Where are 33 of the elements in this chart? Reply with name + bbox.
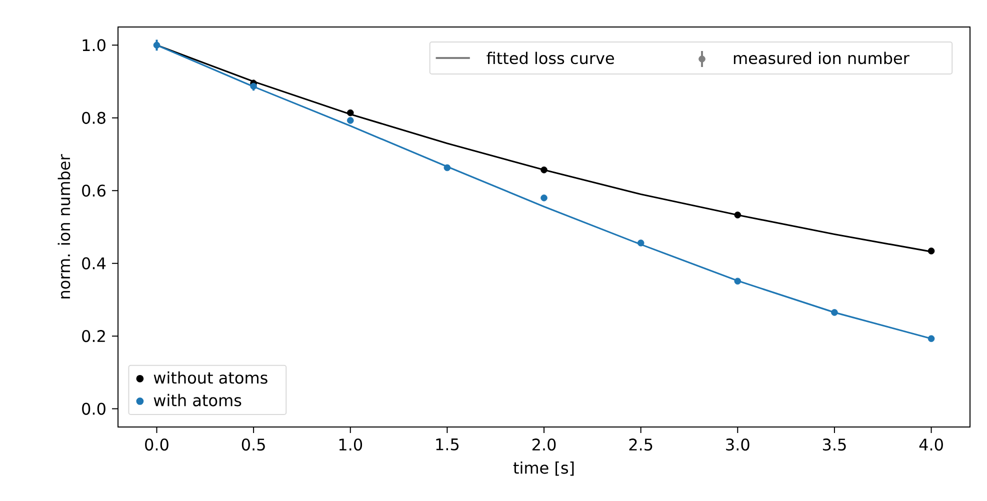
- y-tick-label: 0.8: [82, 112, 106, 124]
- point: [734, 278, 742, 285]
- point: [346, 117, 354, 124]
- legend-label: without atoms: [154, 371, 268, 384]
- point: [444, 164, 451, 172]
- x-tick-label: 3.0: [726, 438, 750, 451]
- x-tick-label: 1.5: [436, 438, 459, 450]
- annotation: fitted loss curve: [486, 52, 614, 64]
- x-tick-label: 3.5: [822, 438, 846, 451]
- y-tick-label: 0.2: [82, 330, 105, 342]
- point: [928, 335, 935, 342]
- annotation: measured ion number: [734, 52, 910, 64]
- y-tick-label: 0.4: [82, 257, 106, 270]
- x-tick-label: 2.5: [629, 438, 652, 451]
- point: [637, 240, 644, 246]
- y-tick-label: 1.0: [82, 39, 106, 52]
- x-tick-label: 0.5: [242, 438, 265, 451]
- x-axis-title: time [s]: [513, 461, 574, 476]
- point: [831, 309, 838, 316]
- y-axis-title: norm. ion number: [58, 154, 70, 298]
- point: [540, 194, 548, 202]
- point: [540, 166, 548, 174]
- y-tick-label: 0.6: [82, 184, 106, 197]
- point: [250, 82, 257, 90]
- y-tick-label: 0.0: [82, 402, 106, 415]
- point: [346, 109, 354, 116]
- point: [928, 248, 935, 254]
- point: [734, 212, 742, 218]
- legend-label: with atoms: [154, 394, 242, 406]
- x-tick-label: 0.0: [145, 438, 168, 451]
- x-tick-label: 2.0: [532, 438, 556, 451]
- x-tick-label: 4.0: [919, 438, 943, 451]
- x-tick-label: 1.0: [339, 438, 362, 451]
